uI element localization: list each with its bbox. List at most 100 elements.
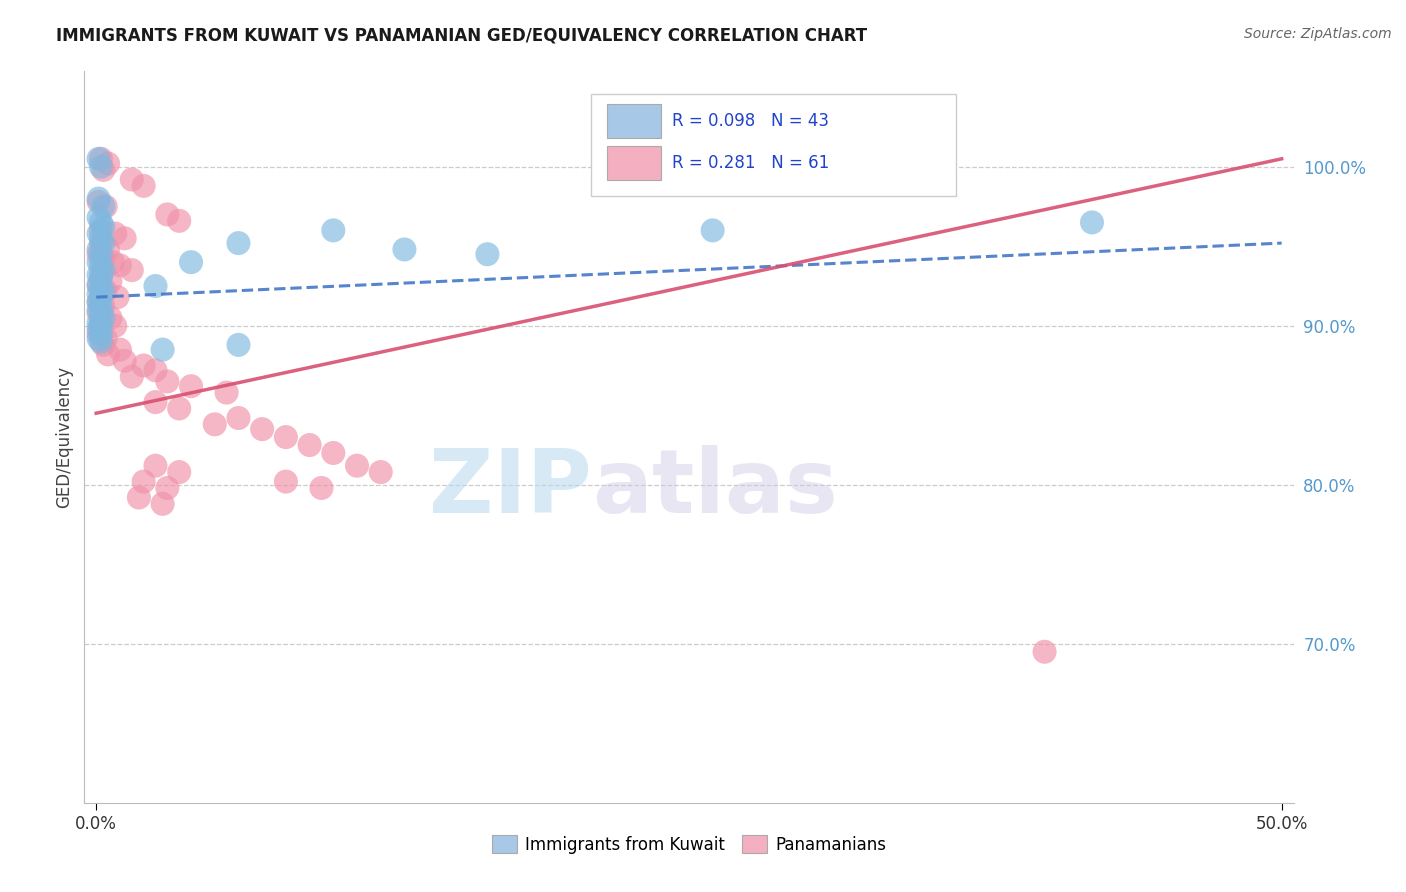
Point	[114, 353, 136, 368]
Point	[87, 316, 110, 330]
Point	[91, 300, 114, 314]
Point	[1033, 645, 1056, 659]
Point	[87, 268, 110, 282]
Point	[167, 401, 190, 416]
Point	[90, 152, 112, 166]
Point	[94, 331, 117, 345]
Point	[90, 223, 112, 237]
Legend: Immigrants from Kuwait, Panamanians: Immigrants from Kuwait, Panamanians	[485, 829, 893, 860]
Point	[156, 375, 179, 389]
Point	[87, 194, 110, 209]
Point	[702, 223, 724, 237]
Point	[90, 215, 112, 229]
Point	[90, 300, 112, 314]
Point	[97, 156, 120, 170]
Point	[121, 369, 143, 384]
Point	[145, 363, 167, 377]
Point	[108, 343, 131, 357]
Point	[87, 302, 110, 317]
Point	[91, 252, 114, 266]
Point	[90, 271, 112, 285]
Point	[100, 310, 122, 325]
Point	[90, 247, 112, 261]
Point	[121, 263, 143, 277]
Point	[87, 287, 110, 301]
Point	[87, 227, 110, 241]
Point	[104, 227, 127, 241]
Point	[87, 326, 110, 341]
Point	[90, 258, 112, 272]
Text: atlas: atlas	[592, 445, 838, 532]
Text: ZIP: ZIP	[429, 445, 592, 532]
Point	[250, 422, 273, 436]
Point	[152, 497, 174, 511]
Point	[228, 338, 250, 352]
Text: IMMIGRANTS FROM KUWAIT VS PANAMANIAN GED/EQUIVALENCY CORRELATION CHART: IMMIGRANTS FROM KUWAIT VS PANAMANIAN GED…	[56, 27, 868, 45]
Point	[90, 160, 112, 174]
Point	[87, 211, 110, 225]
Point	[87, 279, 110, 293]
Point	[167, 465, 190, 479]
Point	[91, 338, 114, 352]
Point	[94, 200, 117, 214]
Point	[180, 255, 202, 269]
Point	[477, 247, 499, 261]
Point	[104, 318, 127, 333]
Point	[90, 316, 112, 330]
Point	[322, 223, 344, 237]
Point	[90, 326, 112, 341]
Point	[228, 236, 250, 251]
Point	[311, 481, 333, 495]
Point	[274, 475, 297, 489]
Point	[215, 385, 238, 400]
Point	[97, 243, 120, 257]
Point	[394, 243, 416, 257]
Point	[322, 446, 344, 460]
Point	[145, 458, 167, 473]
Point	[156, 481, 179, 495]
Point	[91, 220, 114, 235]
Point	[87, 331, 110, 345]
Point	[370, 465, 392, 479]
Point	[108, 258, 131, 272]
Point	[90, 318, 112, 333]
Point	[114, 231, 136, 245]
Point	[298, 438, 321, 452]
Point	[204, 417, 226, 432]
Point	[90, 268, 112, 282]
Point	[87, 306, 110, 320]
Point	[167, 214, 190, 228]
Point	[90, 231, 112, 245]
Point	[87, 294, 110, 309]
Point	[87, 247, 110, 261]
Text: R = 0.098   N = 43: R = 0.098 N = 43	[672, 112, 830, 130]
Point	[87, 277, 110, 292]
Text: Source: ZipAtlas.com: Source: ZipAtlas.com	[1244, 27, 1392, 41]
Point	[180, 379, 202, 393]
Point	[132, 359, 155, 373]
Point	[90, 280, 112, 294]
Point	[145, 395, 167, 409]
Point	[132, 475, 155, 489]
Point	[97, 347, 120, 361]
Point	[91, 163, 114, 178]
Point	[91, 200, 114, 214]
Point	[87, 152, 110, 166]
Point	[91, 236, 114, 251]
Point	[91, 284, 114, 298]
Y-axis label: GED/Equivalency: GED/Equivalency	[55, 366, 73, 508]
Point	[121, 172, 143, 186]
Point	[90, 290, 112, 304]
Point	[91, 310, 114, 325]
Point	[94, 284, 117, 298]
Point	[346, 458, 368, 473]
Point	[87, 192, 110, 206]
Point	[90, 306, 112, 320]
Point	[128, 491, 150, 505]
Point	[1081, 215, 1104, 229]
Point	[87, 294, 110, 309]
Point	[87, 243, 110, 257]
Point	[91, 263, 114, 277]
Point	[90, 334, 112, 349]
Point	[156, 207, 179, 221]
